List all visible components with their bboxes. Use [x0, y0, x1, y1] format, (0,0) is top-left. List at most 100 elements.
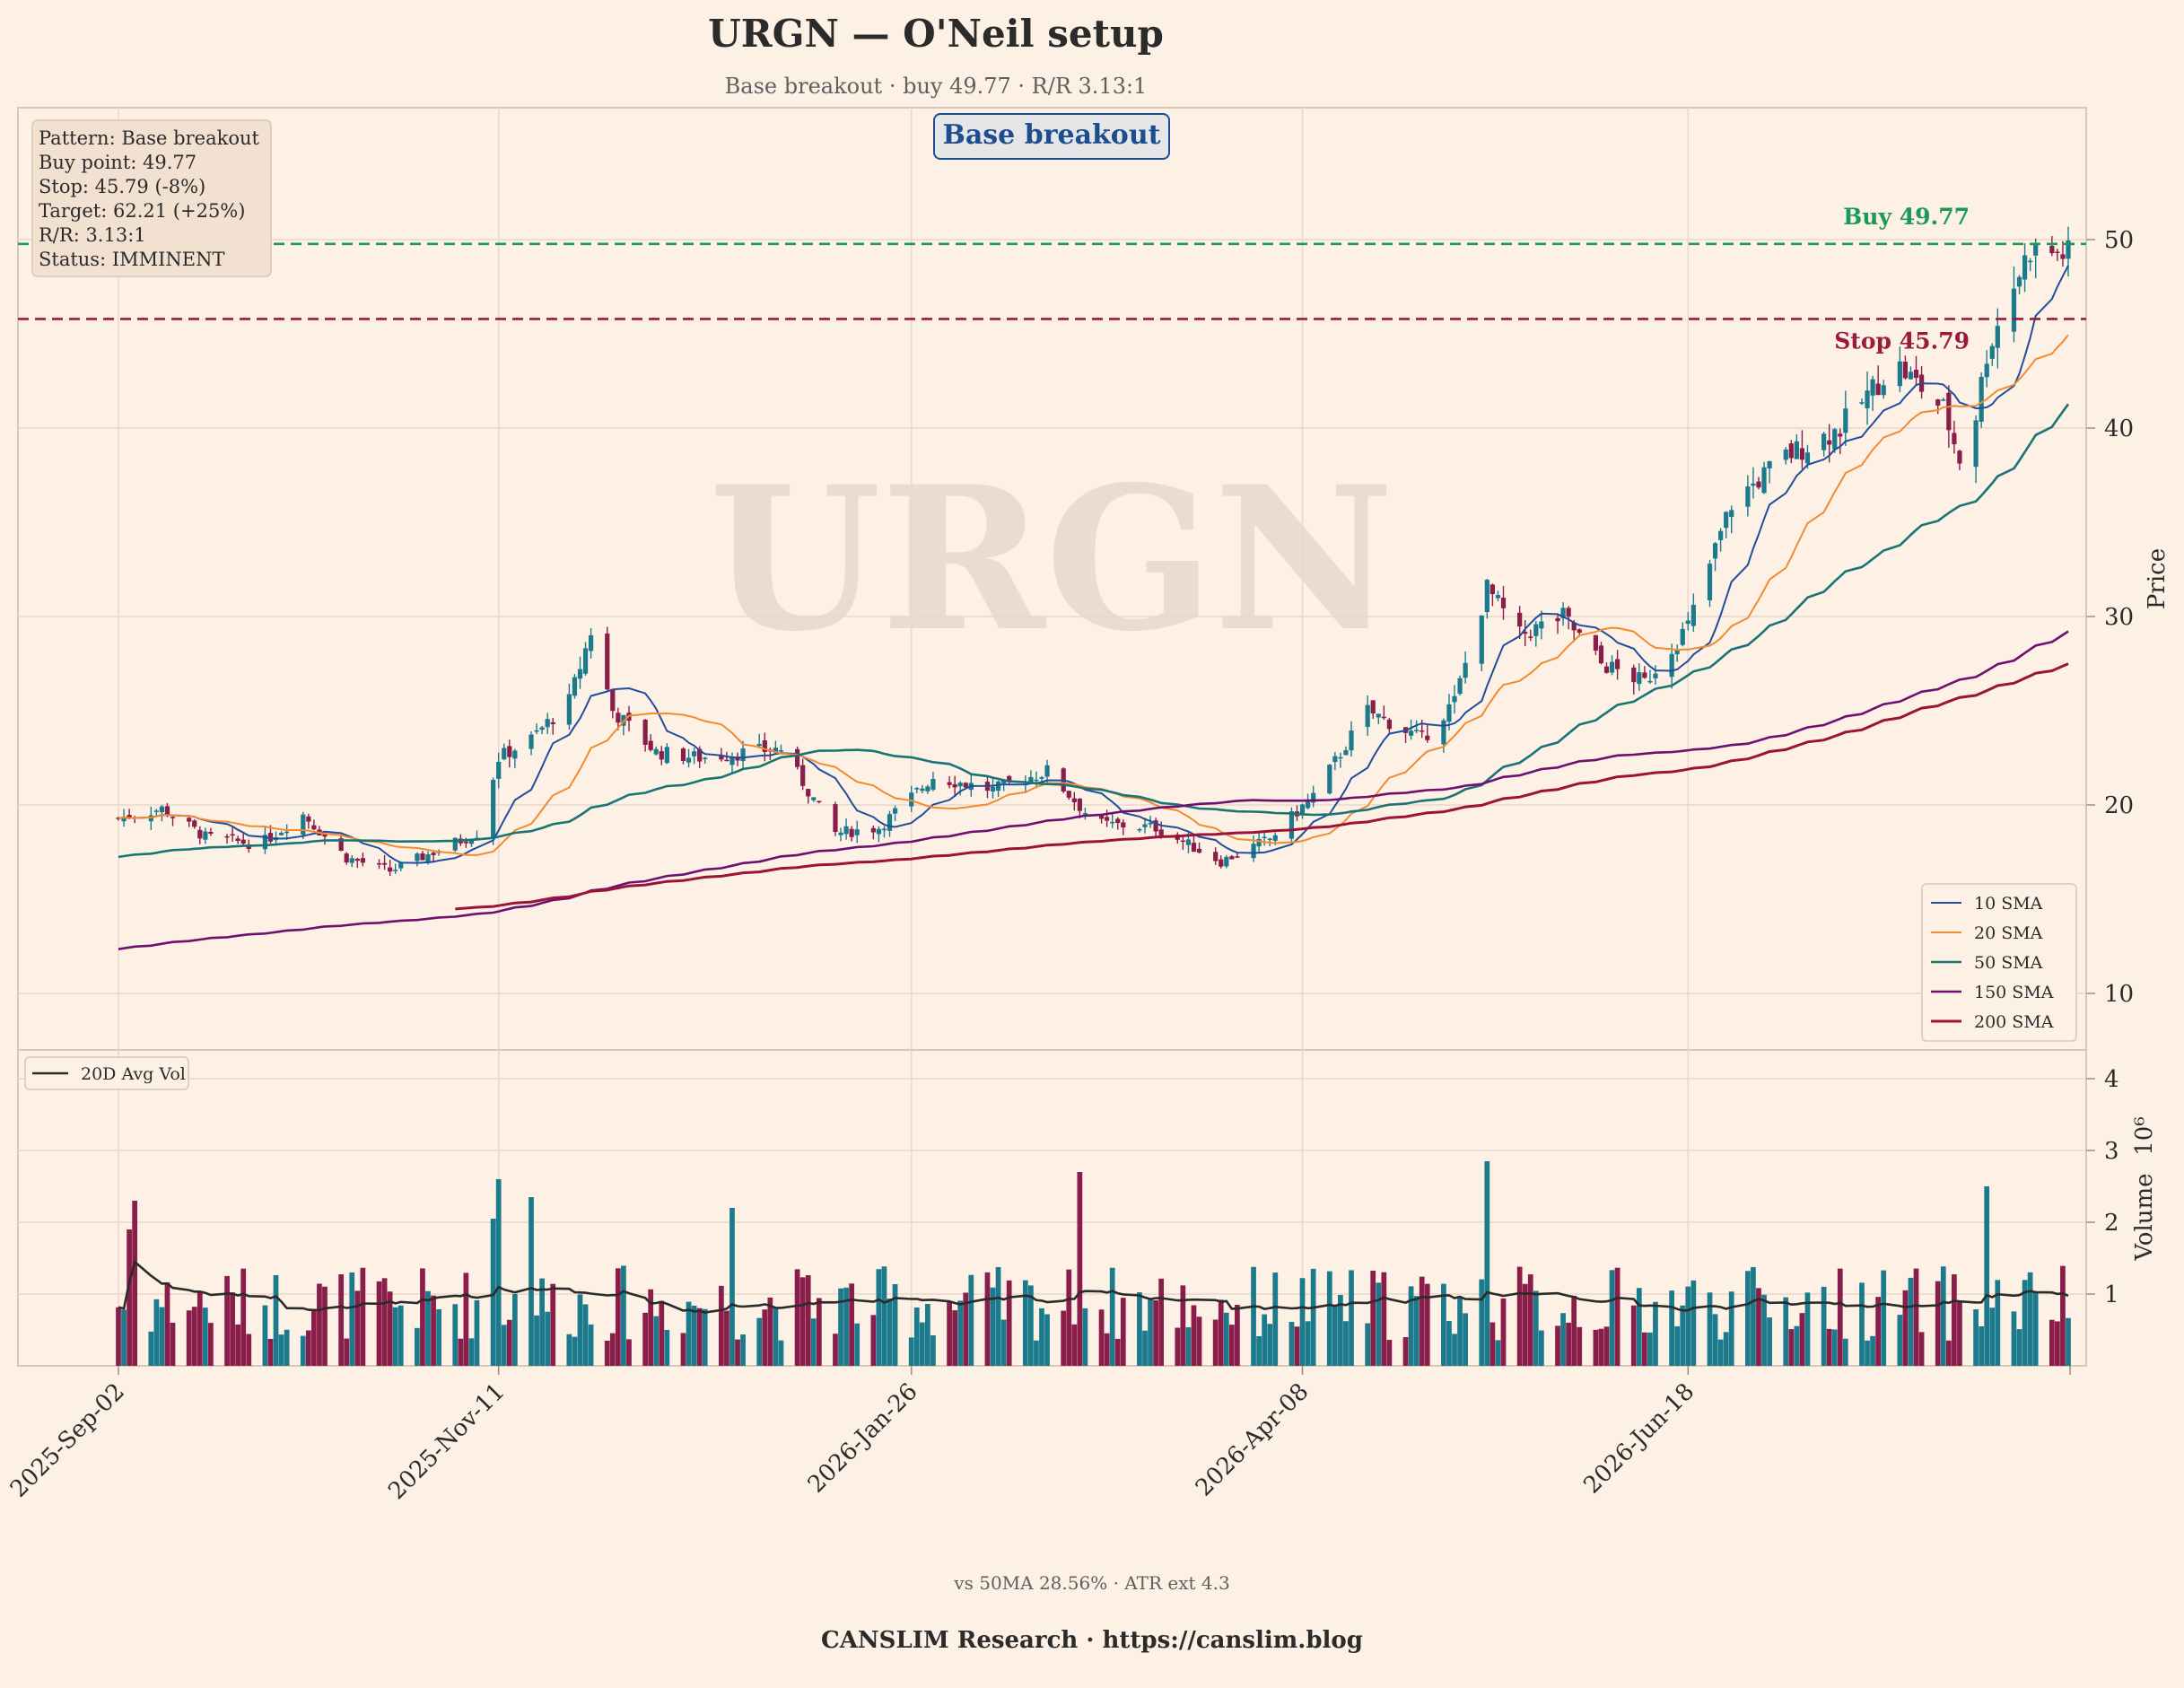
volume-y-axis-label-group: Volume 10⁶ — [2131, 1116, 2158, 1261]
candle-body — [691, 751, 697, 757]
candle-body — [1756, 481, 1761, 488]
volume-bar — [1137, 1292, 1142, 1366]
candle-body — [1946, 392, 1952, 431]
candle-body — [1577, 629, 1582, 634]
candle-body — [642, 719, 648, 745]
candle-body — [1441, 720, 1446, 745]
candle-body — [1799, 448, 1805, 460]
candle-body — [197, 829, 203, 839]
volume-bar — [2032, 1291, 2039, 1366]
volume-bar — [317, 1283, 322, 1366]
candle-body — [507, 746, 512, 757]
candle-body — [1935, 399, 1941, 406]
volume-bar — [718, 1285, 724, 1366]
volume-bar — [534, 1315, 539, 1366]
volume-bar — [1571, 1295, 1577, 1366]
volume-bar — [1376, 1282, 1382, 1366]
price-panel: URGN 10 20 30 40 50 Buy 49.77 Stop 45.79 Pric… — [17, 107, 2171, 1051]
volume-bar — [1516, 1266, 1523, 1366]
candle-body — [376, 862, 382, 865]
volume-bar — [376, 1281, 382, 1366]
buy-level-label: Buy 49.77 — [1843, 204, 1970, 230]
candle-body — [1153, 820, 1158, 832]
candle-body — [1142, 824, 1148, 827]
candle-body — [616, 713, 621, 723]
candle-body — [1370, 700, 1376, 713]
candle-body — [876, 828, 882, 835]
volume-bar — [1256, 1335, 1262, 1366]
candle-body — [1077, 799, 1082, 811]
candle-body — [1463, 662, 1468, 678]
candle-body — [349, 858, 354, 863]
candle-body — [1457, 678, 1463, 695]
candle-body — [1028, 776, 1034, 784]
volume-bar — [621, 1265, 626, 1366]
footer-stats: vs 50MA 28.56% · ATR ext 4.3 — [953, 1572, 1229, 1594]
volume-bar — [1310, 1268, 1316, 1366]
candle-body — [1408, 730, 1414, 736]
price-y-axis-label: Price — [2144, 548, 2171, 609]
volume-bar — [1609, 1270, 1615, 1366]
candle-body — [1827, 440, 1832, 445]
volume-bar — [224, 1275, 230, 1366]
volume-bar — [1690, 1280, 1697, 1366]
volume-bar — [1826, 1328, 1832, 1366]
candle-body — [192, 820, 197, 827]
candle-body — [116, 818, 121, 819]
volume-bar — [506, 1319, 512, 1366]
volume-bar — [529, 1197, 534, 1366]
candle-body — [990, 786, 996, 792]
candle-body — [1995, 326, 2000, 348]
candle-body — [1523, 632, 1528, 634]
candle-body — [1305, 800, 1311, 809]
volume-bar — [1979, 1325, 1985, 1366]
candle-body — [512, 750, 518, 759]
volume-bar — [436, 1308, 441, 1366]
volume-bar — [311, 1310, 317, 1366]
volume-bar — [990, 1287, 996, 1366]
candle-body — [892, 808, 898, 814]
candle-body — [610, 689, 616, 712]
candle-body — [529, 734, 534, 749]
volume-bar — [1365, 1323, 1371, 1366]
candle-body — [1647, 680, 1653, 683]
volume-bar — [387, 1291, 393, 1366]
volume-bar — [1641, 1332, 1647, 1366]
volume-bar — [925, 1303, 930, 1366]
candle-body — [496, 761, 502, 779]
volume-bar — [767, 1297, 773, 1366]
volume-bar — [2055, 1321, 2060, 1366]
candle-body — [550, 722, 555, 724]
candle-body — [306, 816, 311, 822]
candle-body — [1838, 433, 1843, 437]
volume-bar — [952, 1310, 958, 1366]
volume-scale-label: 10⁶ — [2131, 1116, 2158, 1156]
candle-body — [1984, 363, 1989, 378]
volume-bar — [235, 1324, 241, 1366]
volume-bar — [208, 1323, 214, 1366]
volume-bar — [1527, 1274, 1533, 1366]
volume-bar — [1370, 1271, 1376, 1366]
candle-body — [1272, 835, 1278, 841]
candle-body — [870, 827, 876, 833]
volume-bar — [833, 1334, 838, 1366]
volume-bar — [1272, 1272, 1279, 1366]
volume-bar — [420, 1268, 425, 1366]
candle-body — [267, 833, 274, 842]
volume-bar — [1995, 1280, 2001, 1366]
volume-bar — [1457, 1297, 1463, 1366]
candle-body — [452, 837, 458, 851]
candle-body — [1327, 765, 1332, 794]
volume-bar — [1902, 1290, 1909, 1366]
candle-body — [381, 862, 388, 865]
volume-bar — [197, 1291, 203, 1366]
volume-bar — [1870, 1335, 1875, 1366]
volume-bar — [1262, 1314, 1268, 1366]
volume-panel-frame — [17, 1049, 2087, 1367]
volume-bar — [1191, 1305, 1197, 1366]
candle-body — [2060, 254, 2066, 259]
candle-body — [1311, 792, 1316, 803]
volume-bar — [604, 1340, 610, 1366]
volume-bar — [116, 1307, 121, 1366]
candle-body — [1066, 791, 1071, 798]
